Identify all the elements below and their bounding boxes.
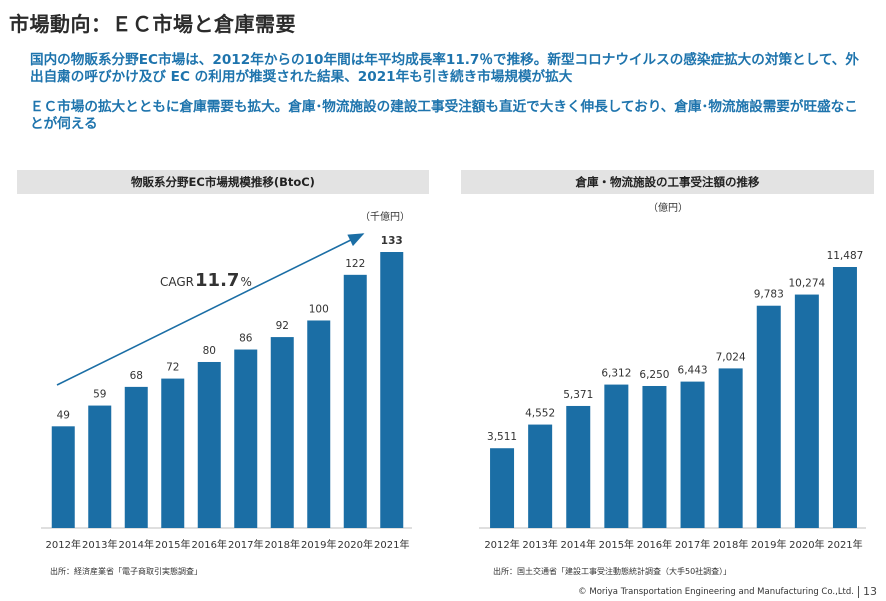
warehouse-category-label: 2019年 bbox=[751, 538, 786, 551]
warehouse-value-label: 5,371 bbox=[563, 389, 593, 401]
warehouse-value-label: 11,487 bbox=[827, 250, 864, 262]
warehouse-value-label: 6,443 bbox=[678, 365, 708, 377]
ec-value-label: 122 bbox=[345, 258, 365, 270]
ec-value-label: 59 bbox=[93, 389, 106, 401]
warehouse-category-label: 2017年 bbox=[675, 538, 710, 551]
ec-value-label: 100 bbox=[309, 303, 329, 315]
ec-category-label: 2013年 bbox=[82, 538, 117, 551]
warehouse-category-label: 2012年 bbox=[484, 538, 519, 551]
cagr-annotation: CAGR11.7% bbox=[160, 270, 252, 291]
page-footer: © Moriya Transportation Engineering and … bbox=[578, 585, 877, 598]
ec-category-label: 2019年 bbox=[301, 538, 336, 551]
ec-market-bar-chart: 49 2012年 59 2013年 68 2014年 72 2015年 80 2016年 86 201… bbox=[41, 235, 412, 551]
warehouse-category-label: 2021年 bbox=[827, 538, 862, 551]
cagr-suffix: % bbox=[240, 275, 251, 289]
ec-category-label: 2018年 bbox=[265, 538, 300, 551]
warehouse-value-label: 4,552 bbox=[525, 408, 555, 420]
ec-value-label: 92 bbox=[276, 320, 289, 332]
ec-value-label: 72 bbox=[166, 362, 179, 374]
warehouse-chart-heading: 倉庫・物流施設の工事受注額の推移 bbox=[461, 170, 874, 194]
ec-bar-2021年 bbox=[380, 252, 404, 528]
warehouse-category-label: 2018年 bbox=[713, 538, 748, 551]
ec-market-chart-heading: 物販系分野EC市場規模推移(BtoC) bbox=[17, 170, 429, 194]
warehouse-bar-2020年 bbox=[794, 294, 819, 528]
warehouse-category-label: 2013年 bbox=[522, 538, 557, 551]
warehouse-bar-2017年 bbox=[680, 381, 705, 528]
ec-bar-2013年 bbox=[88, 405, 112, 528]
ec-bar-2017年 bbox=[234, 349, 258, 528]
ec-bar-2016年 bbox=[197, 361, 221, 528]
warehouse-bar-2014年 bbox=[566, 405, 591, 528]
page-number: 13 bbox=[863, 585, 877, 598]
warehouse-category-label: 2016年 bbox=[637, 538, 672, 551]
warehouse-bar-2013年 bbox=[528, 424, 553, 528]
ec-bar-2018年 bbox=[270, 337, 294, 528]
warehouse-value-label: 6,250 bbox=[639, 369, 669, 381]
cagr-trend-arrow bbox=[56, 233, 365, 386]
warehouse-value-label: 7,024 bbox=[716, 351, 746, 363]
ec-market-unit-label: （千億円） bbox=[360, 212, 410, 223]
warehouse-category-label: 2014年 bbox=[561, 538, 596, 551]
warehouse-category-label: 2015年 bbox=[599, 538, 634, 551]
warehouse-bar-2015年 bbox=[604, 384, 629, 528]
ec-category-label: 2017年 bbox=[228, 538, 263, 551]
ec-bar-2020年 bbox=[343, 274, 367, 528]
footer-divider bbox=[858, 585, 859, 598]
warehouse-source-note: 出所：国土交通省「建設工事受注動態統計調査（大手50社調査）」 bbox=[493, 567, 732, 576]
summary-paragraph-warehouse-demand: ＥＣ市場の拡大とともに倉庫需要も拡大。倉庫･物流施設の建設工事受注額も直近で大き… bbox=[30, 99, 858, 132]
ec-market-source-note: 出所：経済産業省「電子商取引実態調査」 bbox=[50, 567, 202, 576]
ec-value-label: 86 bbox=[239, 333, 253, 345]
warehouse-bar-2019年 bbox=[756, 305, 781, 528]
footer-copyright: © Moriya Transportation Engineering and … bbox=[578, 586, 854, 597]
warehouse-bar-2018年 bbox=[718, 368, 743, 528]
warehouse-value-label: 3,511 bbox=[487, 431, 517, 443]
ec-value-label: 80 bbox=[203, 345, 216, 357]
warehouse-bar-2016年 bbox=[642, 385, 667, 528]
ec-bar-2012年 bbox=[51, 426, 75, 528]
ec-category-label: 2016年 bbox=[192, 538, 227, 551]
page-title: 市場動向：ＥＣ市場と倉庫需要 bbox=[9, 12, 296, 36]
warehouse-unit-label: （億円） bbox=[648, 203, 688, 214]
warehouse-value-label: 10,274 bbox=[788, 278, 825, 290]
warehouse-value-label: 6,312 bbox=[601, 368, 631, 380]
ec-category-label: 2014年 bbox=[119, 538, 154, 551]
ec-category-label: 2021年 bbox=[374, 538, 409, 551]
ec-category-label: 2015年 bbox=[155, 538, 190, 551]
ec-value-label: 68 bbox=[130, 370, 143, 382]
warehouse-bar-2012年 bbox=[490, 448, 515, 528]
ec-value-label: 49 bbox=[57, 409, 70, 421]
warehouse-value-label: 9,783 bbox=[754, 289, 784, 301]
warehouse-bar-chart: 3,511 2012年 4,552 2013年 5,371 2014年 6,312 2015年… bbox=[479, 250, 866, 551]
ec-bar-2019年 bbox=[307, 320, 331, 528]
ec-bar-2015年 bbox=[161, 378, 185, 528]
summary-paragraph-ec-market: 国内の物販系分野EC市場は、2012年からの10年間は年平均成長率11.7％で推… bbox=[30, 52, 859, 85]
ec-category-label: 2012年 bbox=[46, 538, 81, 551]
warehouse-category-label: 2020年 bbox=[789, 538, 824, 551]
ec-bar-2014年 bbox=[124, 386, 148, 528]
warehouse-bar-2021年 bbox=[832, 267, 857, 528]
ec-category-label: 2020年 bbox=[338, 538, 373, 551]
ec-value-label: 133 bbox=[381, 235, 403, 247]
cagr-prefix: CAGR bbox=[160, 275, 194, 289]
cagr-value: 11.7 bbox=[195, 270, 239, 291]
